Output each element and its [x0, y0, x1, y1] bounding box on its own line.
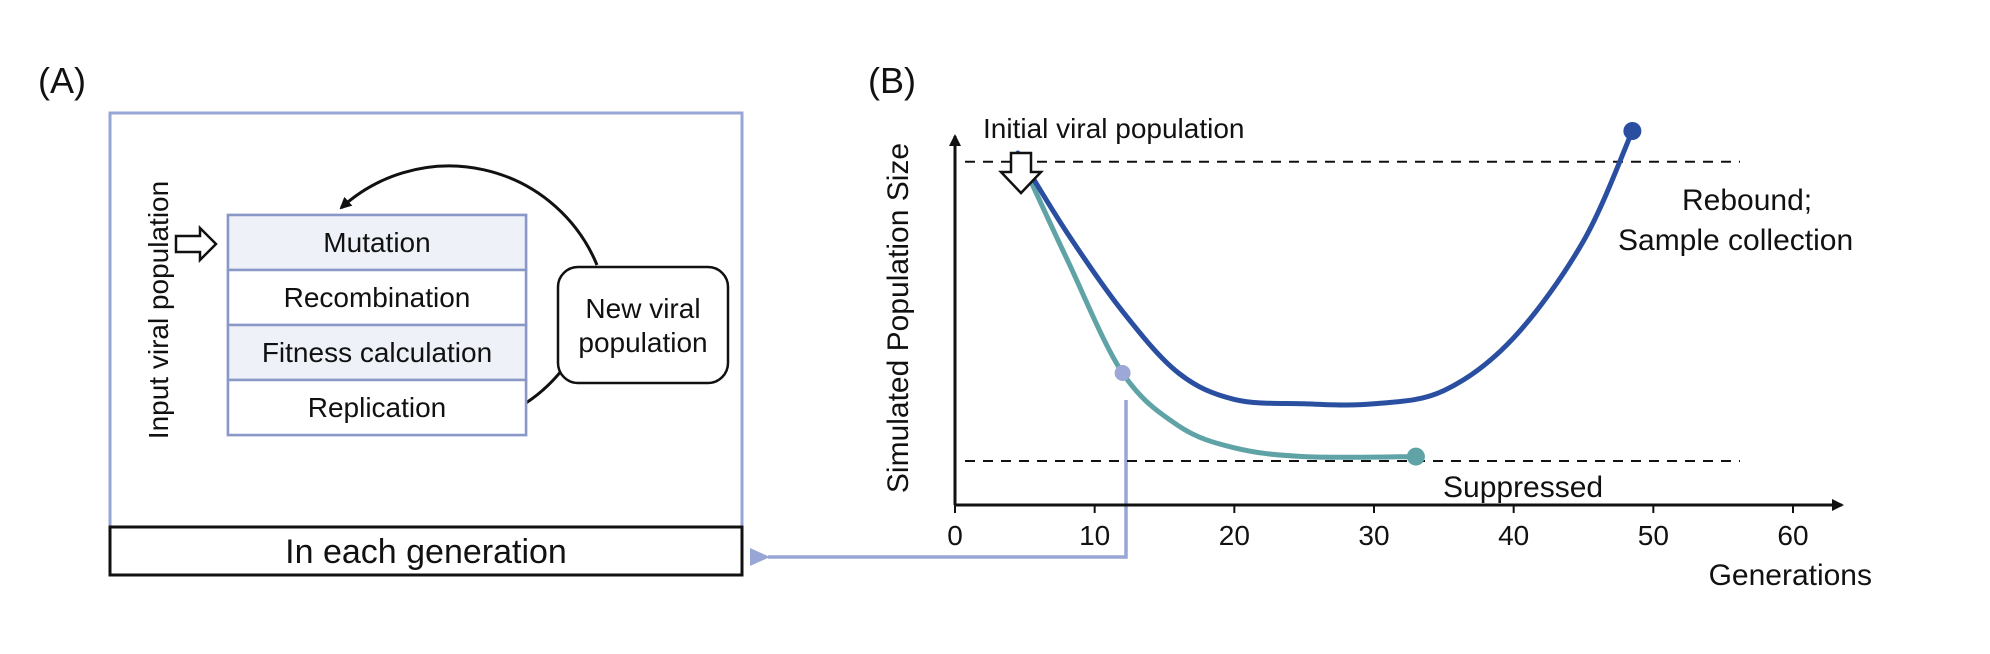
cycle-loop-upper-arrow-icon [339, 164, 599, 266]
x-tick-20: 20 [1219, 520, 1250, 551]
rebound-label-line1: Rebound; [1682, 184, 1812, 217]
rebound-end-point [1623, 122, 1642, 140]
generation-bar [108, 525, 744, 577]
step-fitness-box [226, 323, 528, 382]
highlight-point [1114, 365, 1131, 381]
suppressed-label: Suppressed [1443, 471, 1603, 504]
new-population-box [556, 265, 730, 385]
input-arrow-icon [174, 224, 218, 264]
panel-b-label: (B) [868, 60, 916, 101]
x-tick-10: 10 [1079, 520, 1110, 551]
steps-box: Mutation Recombination Fitness calculati… [226, 213, 528, 437]
suppressed-end-point [1406, 447, 1425, 466]
step-recombination-box [226, 268, 528, 327]
input-population-label: Input viral population [143, 181, 174, 439]
step-mutation: Mutation [323, 227, 430, 258]
x-tick-30: 30 [1358, 520, 1389, 551]
link-arrow-icon [750, 400, 1128, 566]
rebound-series-line [1015, 128, 1635, 408]
new-population-line2: population [578, 327, 707, 358]
step-replication: Replication [308, 392, 447, 423]
step-mutation-box [226, 213, 528, 272]
x-tick-40: 40 [1498, 520, 1529, 551]
threshold-lines [965, 160, 1740, 462]
x-tick-50: 50 [1638, 520, 1669, 551]
new-population-line1: New viral [585, 293, 700, 324]
x-tick-0: 0 [947, 520, 963, 551]
suppressed-series-line [1015, 150, 1419, 460]
x-tick-60: 60 [1777, 520, 1808, 551]
generation-label: In each generation [285, 533, 567, 571]
series-layer [1015, 122, 1642, 466]
x-tick-labels: 0 10 20 30 40 50 60 [947, 505, 1809, 551]
step-fitness-calculation: Fitness calculation [262, 337, 492, 368]
panel-a-label: (A) [38, 60, 86, 101]
x-axis-label: Generations [1709, 559, 1872, 592]
initial-arrow-icon [998, 151, 1044, 195]
panel-b: (B) 0 10 20 30 40 50 60 Generations Simulated … [868, 60, 1872, 592]
initial-population-label: Initial viral population [983, 113, 1245, 144]
y-axis-label: Simulated Population Size [882, 143, 915, 493]
panel-a: (A) Input viral population Mutation Reco… [38, 60, 744, 577]
rebound-label-line2: Sample collection [1618, 224, 1853, 257]
step-recombination: Recombination [284, 282, 471, 313]
step-replication-box [226, 378, 528, 437]
